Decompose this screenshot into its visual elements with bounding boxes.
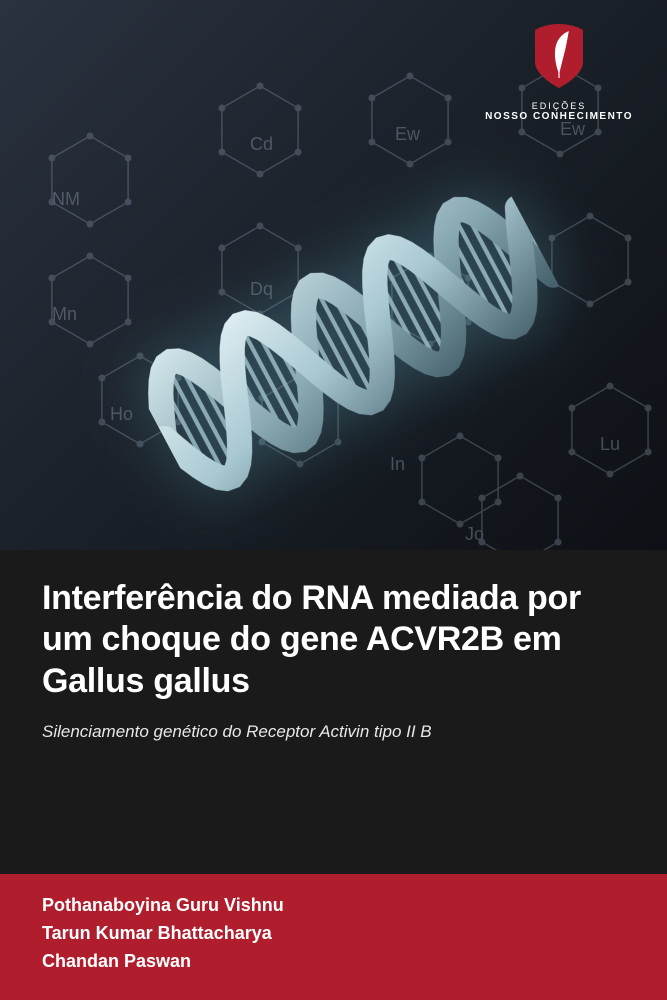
author-name: Pothanaboyina Guru Vishnu [42,892,625,920]
author-band: Pothanaboyina Guru Vishnu Tarun Kumar Bh… [0,874,667,1000]
author-name: Chandan Paswan [42,948,625,976]
hero-image-area: NMMnHoCdDqEwJoEwLuIn [0,0,667,550]
book-title: Interferência do RNA mediada por um choq… [42,578,625,702]
svg-text:Mn: Mn [52,304,77,324]
shield-icon [530,22,588,90]
svg-text:NM: NM [52,189,80,209]
publisher-logo: EDIÇÕES NOSSO CONHECIMENTO [485,22,633,122]
book-subtitle: Silenciamento genético do Receptor Activ… [42,722,625,742]
author-name: Tarun Kumar Bhattacharya [42,920,625,948]
svg-text:Jo: Jo [465,524,484,544]
text-block: Interferência do RNA mediada por um choq… [0,550,667,1000]
publisher-line2: NOSSO CONHECIMENTO [485,111,633,122]
publisher-line1: EDIÇÕES [485,101,633,111]
svg-text:Ew: Ew [560,119,586,139]
svg-text:Ho: Ho [110,404,133,424]
